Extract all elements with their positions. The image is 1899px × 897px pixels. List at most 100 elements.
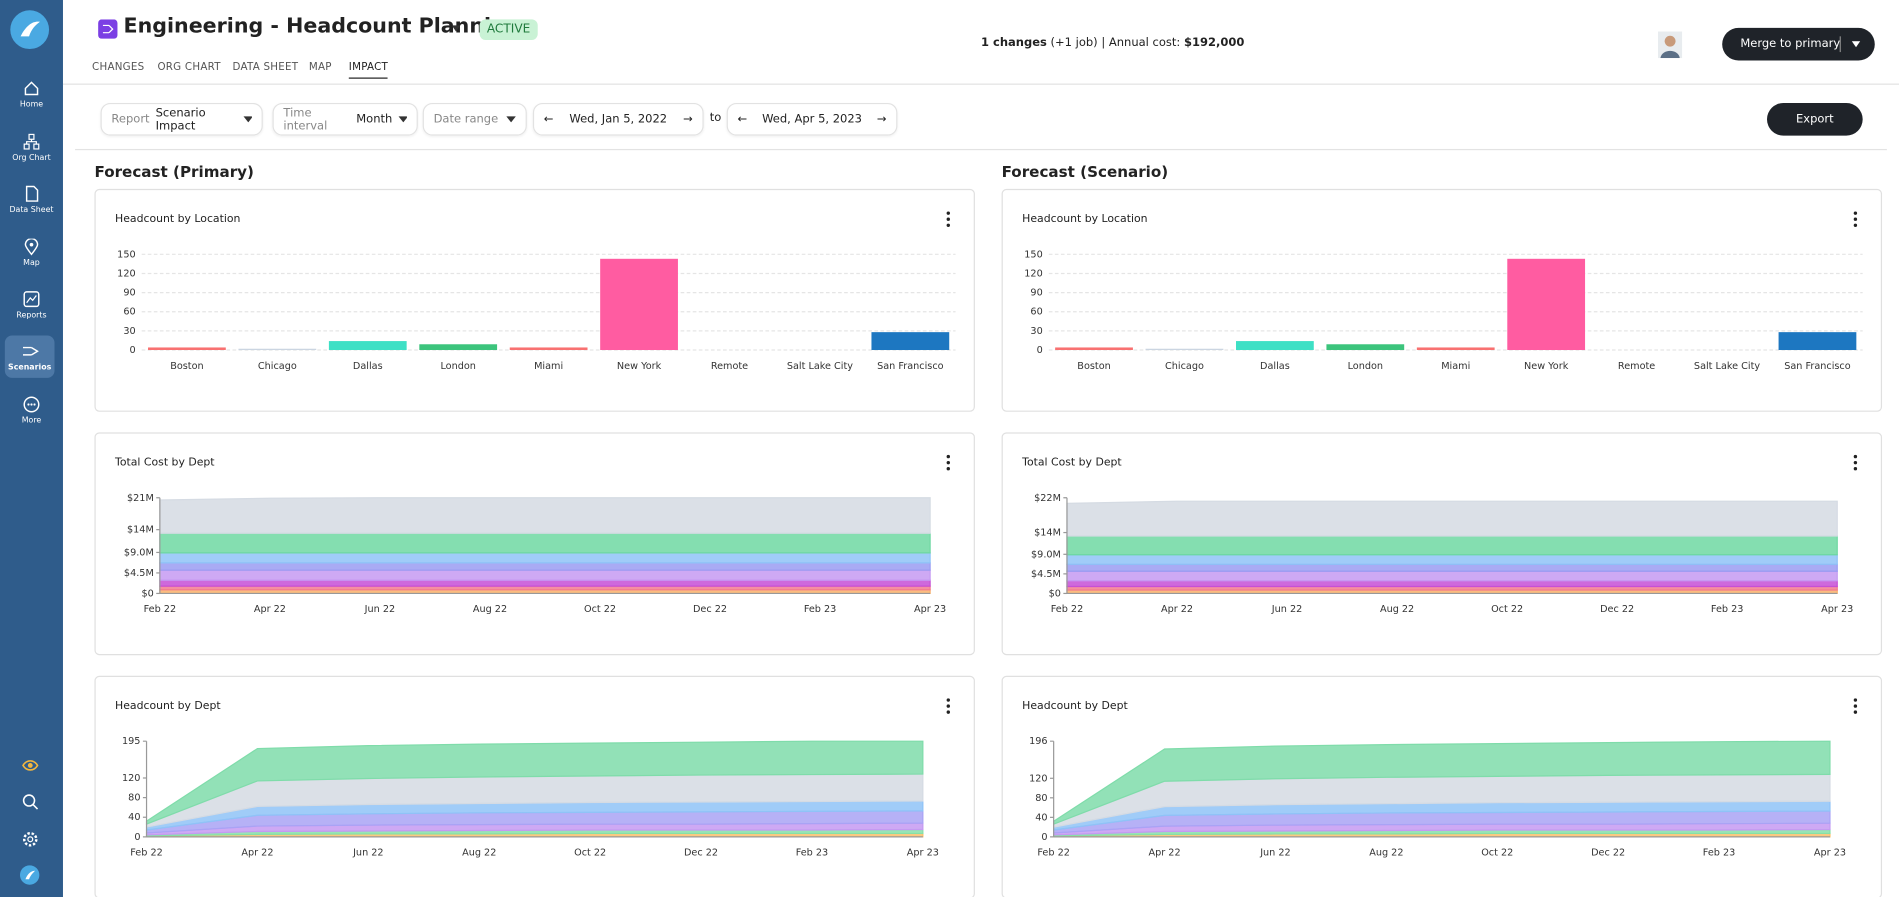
nav-data-sheet[interactable]: Data Sheet (0, 185, 63, 214)
merge-label: Merge to primary (1740, 37, 1841, 51)
label: Date range (433, 112, 499, 126)
title-caret[interactable] (451, 24, 462, 32)
x-tick-label: Miami (1441, 361, 1470, 372)
chart-menu[interactable] (1853, 211, 1858, 227)
chart-menu[interactable] (946, 454, 950, 471)
label: Time interval (283, 105, 328, 133)
logo[interactable] (10, 10, 50, 50)
prev-arrow[interactable]: ← (543, 112, 554, 126)
nav-label: Org Chart (12, 152, 51, 163)
y-tick-label: 90 (123, 288, 135, 299)
x-tick-label: Dec 22 (693, 604, 727, 615)
y-tick-label: 150 (117, 249, 135, 260)
chart-title: Headcount by Dept (1022, 699, 1128, 712)
nav-map[interactable]: Map (0, 238, 63, 268)
toolbar-divider (75, 148, 1887, 151)
bar (600, 258, 678, 351)
settings-icon[interactable] (22, 831, 39, 848)
header-divider (62, 83, 1899, 85)
next-arrow[interactable]: → (683, 112, 693, 126)
x-tick-label: New York (617, 361, 662, 372)
nav-scenarios[interactable]: Scenarios (4, 335, 55, 378)
nav-label: Data Sheet (9, 204, 54, 215)
x-tick-label: Dallas (1260, 361, 1290, 372)
chart: Headcount by Dept 0 40 80 120 196 Feb 22 Apr 22… (1022, 698, 1858, 859)
nav-more[interactable]: More (0, 396, 63, 425)
tab[interactable]: CHANGES (92, 61, 145, 74)
search-icon[interactable] (22, 793, 39, 810)
value: Month (356, 112, 393, 126)
x-tick-label: Dec 22 (1600, 604, 1634, 615)
bar (419, 344, 498, 351)
chart-card: Headcount by Location 0 30 60 90 120 150 Boston… (1001, 188, 1883, 412)
chart-menu[interactable] (1853, 454, 1858, 471)
menu-dot (946, 710, 950, 714)
chart-card: Total Cost by Dept $0 $4.5M $9.0M $14M $21M Fe… (94, 432, 975, 656)
chart-title: Total Cost by Dept (114, 456, 215, 469)
x-tick-label: Aug 22 (1369, 848, 1403, 859)
x-tick-label: Feb 23 (1703, 848, 1736, 859)
x-tick-label: San Francisco (1784, 361, 1851, 372)
x-tick-label: Apr 23 (1821, 604, 1853, 615)
nav-reports[interactable]: Reports (0, 291, 63, 320)
panel-title: Forecast (Scenario) (1001, 162, 1169, 181)
nav-home[interactable]: Home (0, 80, 63, 109)
chart-menu[interactable] (1853, 698, 1858, 714)
divider (1839, 36, 1841, 53)
x-tick-label: Aug 22 (1380, 604, 1414, 615)
menu-dot (946, 460, 950, 465)
tab[interactable]: ORG CHART (157, 61, 221, 74)
sidebar: Home Org Chart Data Sheet Map Reports Sc… (0, 0, 63, 897)
tab[interactable]: MAP (308, 61, 332, 74)
chart-menu[interactable] (946, 211, 950, 227)
label: Report (111, 112, 150, 126)
nav-org-chart[interactable]: Org Chart (0, 133, 63, 162)
area-layer (159, 532, 931, 554)
y-tick-label: $0 (141, 588, 153, 599)
menu-dot (1853, 704, 1858, 708)
avatar[interactable] (1657, 31, 1683, 59)
y-tick-label: 0 (1041, 832, 1047, 843)
merge-button[interactable]: Merge to primary (1722, 27, 1875, 61)
y-tick-label: 30 (123, 326, 135, 337)
eye-icon[interactable] (22, 758, 39, 773)
chart-menu[interactable] (946, 698, 950, 714)
chart-title: Total Cost by Dept (1021, 456, 1122, 469)
x-tick-label: Feb 22 (144, 604, 177, 615)
interval-select[interactable]: Time interval Month (272, 102, 418, 136)
tab-active[interactable]: IMPACT (348, 62, 389, 79)
tab[interactable]: DATA SHEET (232, 61, 299, 74)
next-arrow[interactable]: → (876, 112, 887, 126)
y-tick-label: 120 (1024, 268, 1042, 279)
end-date[interactable]: ← Wed, Apr 5, 2023 → (726, 102, 898, 136)
x-tick-label: Apr 23 (1814, 848, 1846, 859)
y-tick-label: 60 (1030, 307, 1042, 318)
report-select[interactable]: Report Scenario Impact (100, 102, 263, 136)
prev-arrow[interactable]: ← (737, 112, 748, 126)
to-label: to (709, 111, 722, 125)
x-tick-label: Oct 22 (574, 848, 606, 859)
bar (148, 347, 226, 351)
x-tick-label: Oct 22 (1481, 848, 1513, 859)
area-layer (159, 497, 931, 534)
date: Wed, Apr 5, 2023 (762, 112, 862, 126)
area-layer (159, 579, 931, 587)
bar (1055, 347, 1133, 351)
menu-dot (946, 467, 950, 471)
bar (328, 341, 407, 351)
menu-dot (1853, 211, 1858, 215)
x-tick-label: Jun 22 (364, 604, 396, 615)
y-tick-label: 120 (1029, 773, 1047, 784)
export-button[interactable]: Export (1766, 102, 1863, 136)
bar (1507, 258, 1586, 351)
y-tick-label: 195 (122, 736, 140, 747)
area-layer (1066, 500, 1838, 537)
menu-dot (1853, 460, 1858, 465)
date-range-select[interactable]: Date range (422, 102, 527, 136)
start-date[interactable]: ← Wed, Jan 5, 2022 → (532, 102, 704, 136)
x-tick-label: Chicago (258, 361, 297, 372)
merge-caret[interactable] (1851, 41, 1861, 48)
app-logo[interactable] (19, 865, 40, 886)
x-tick-label: Chicago (1165, 361, 1204, 372)
